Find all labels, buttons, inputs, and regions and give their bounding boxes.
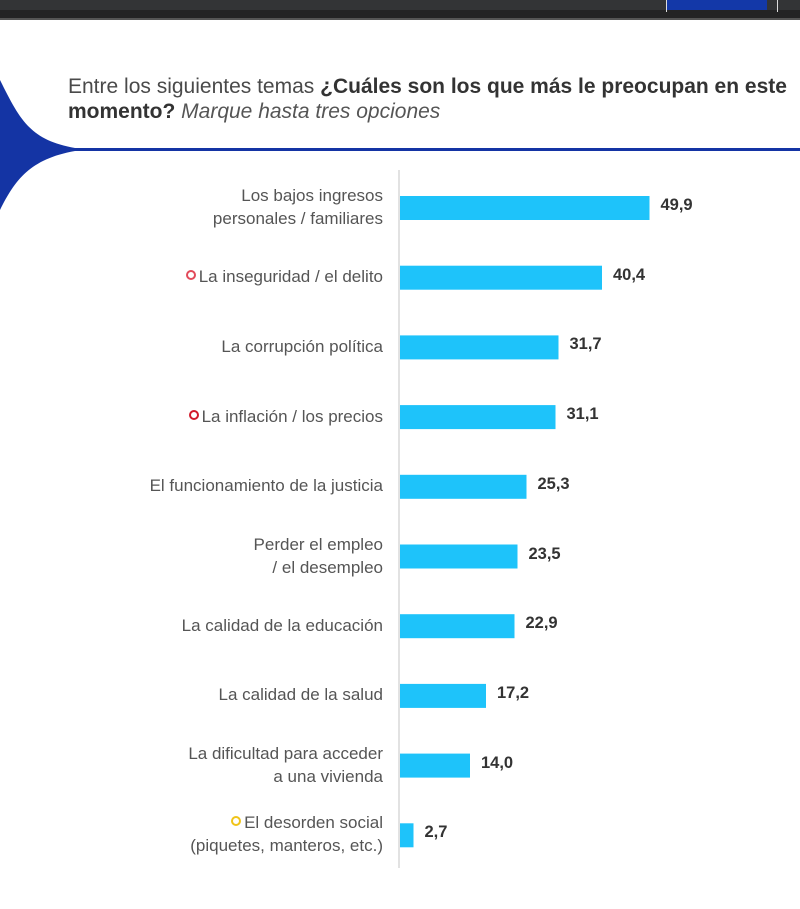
bar xyxy=(400,683,486,708)
category-label-line: La inseguridad / el delito xyxy=(185,265,383,288)
chart-title: Entre los siguientes temas ¿Cuáles son l… xyxy=(68,74,788,124)
category-label: La corrupción política xyxy=(221,335,383,358)
bar xyxy=(400,335,559,360)
category-label: La inflación / los precios xyxy=(188,405,383,428)
category-text: El desorden social xyxy=(244,813,383,833)
category-label: Los bajos ingresos personales / familiare… xyxy=(213,184,383,230)
value-label: 31,1 xyxy=(566,405,599,424)
category-label: La calidad de la salud xyxy=(219,683,383,706)
bar xyxy=(400,544,518,569)
category-text: La calidad de la salud xyxy=(218,685,383,705)
title-question: ¿Cuáles son los que más le preocupan en … xyxy=(68,75,787,123)
category-text: Perder el empleo xyxy=(253,534,383,554)
highlight-marker-icon xyxy=(188,409,199,420)
title-plain: Entre los siguientes temas xyxy=(68,75,321,98)
highlight-marker-icon xyxy=(185,270,196,281)
category-label: La dificultad para acceder a una vivienda xyxy=(188,742,383,788)
active-tab-indicator[interactable] xyxy=(666,0,767,10)
bar xyxy=(400,265,602,290)
title-instruction: Marque hasta tres opciones xyxy=(175,100,441,123)
category-label: Perder el empleo / el desempleo xyxy=(254,533,383,579)
bar xyxy=(400,753,470,778)
category-text: La inflación / los precios xyxy=(201,406,383,426)
category-text: La dificultad para acceder xyxy=(188,743,383,763)
category-label-line: / el desempleo xyxy=(254,556,383,579)
category-text: La inseguridad / el delito xyxy=(198,267,383,287)
category-text: Los bajos ingresos xyxy=(241,186,383,205)
value-label: 17,2 xyxy=(497,683,530,702)
category-text: La corrupción política xyxy=(221,336,383,356)
value-label: 49,9 xyxy=(660,196,693,214)
category-label-line: Perder el empleo xyxy=(254,533,383,556)
bar xyxy=(400,614,515,639)
category-label: El desorden social (piquetes, manteros, e… xyxy=(190,811,383,857)
category-label-line: El funcionamiento de la justicia xyxy=(150,474,383,497)
bar xyxy=(400,823,414,848)
category-label-line: El desorden social xyxy=(190,811,383,834)
bar xyxy=(400,405,556,430)
category-text: personales / familiares xyxy=(212,209,383,228)
category-label: El funcionamiento de la justicia xyxy=(150,474,383,497)
value-label: 22,9 xyxy=(525,614,558,633)
category-text: / el desempleo xyxy=(272,557,383,577)
value-label: 40,4 xyxy=(613,265,646,284)
tab-separator xyxy=(666,0,667,12)
value-label: 14,0 xyxy=(481,753,514,772)
category-label-line: La inflación / los precios xyxy=(188,405,383,428)
category-label: La calidad de la educación xyxy=(182,614,383,637)
bar xyxy=(400,196,650,220)
category-text: (piquetes, manteros, etc.) xyxy=(190,836,383,856)
toolbar-divider xyxy=(0,18,800,20)
value-label: 31,7 xyxy=(569,335,602,354)
category-label-line: (piquetes, manteros, etc.) xyxy=(190,834,383,857)
browser-toolbar xyxy=(0,10,800,18)
value-label: 23,5 xyxy=(528,544,561,563)
value-label: 2,7 xyxy=(424,823,448,842)
category-label-line: a una vivienda xyxy=(188,765,383,788)
category-text: La calidad de la educación xyxy=(181,615,383,635)
value-label: 25,3 xyxy=(537,474,570,493)
highlight-marker-icon xyxy=(231,816,242,827)
browser-top-bar xyxy=(0,0,800,10)
category-label-line: La calidad de la salud xyxy=(219,683,383,706)
category-text: El funcionamiento de la justicia xyxy=(149,476,383,496)
category-label-line: La dificultad para acceder xyxy=(188,742,383,765)
category-label-line: La calidad de la educación xyxy=(182,614,383,637)
tab-separator xyxy=(777,0,778,12)
category-label-line: Los bajos ingresos xyxy=(213,184,383,207)
category-text: a una vivienda xyxy=(273,766,383,786)
bar xyxy=(400,474,527,499)
category-label-line: personales / familiares xyxy=(213,207,383,230)
category-label-line: La corrupción política xyxy=(221,335,383,358)
category-label: La inseguridad / el delito xyxy=(185,265,383,288)
